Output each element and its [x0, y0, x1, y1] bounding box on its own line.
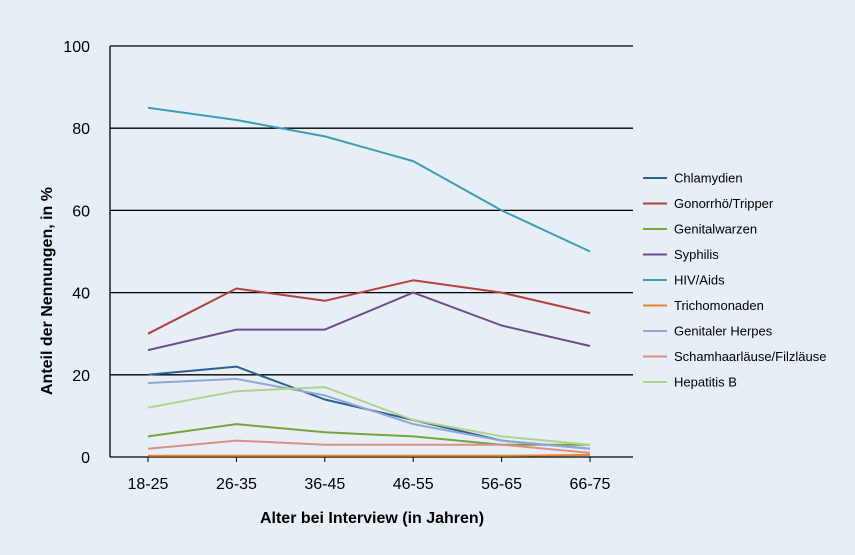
series-line-trichomonaden — [148, 453, 591, 457]
legend-item: Syphilis — [643, 247, 719, 262]
y-axis-title: Anteil der Nennungen, in % — [39, 187, 56, 395]
series-line-hiv-aids — [147, 106, 591, 253]
series-lines — [147, 106, 591, 457]
y-axis-ticks: 0 20 40 60 80 100 — [63, 39, 90, 467]
legend-item: Gonorrhö/Tripper — [643, 196, 774, 211]
legend-item: HIV/Aids — [643, 273, 725, 288]
legend-label: HIV/Aids — [674, 273, 725, 288]
y-tick-label: 40 — [72, 286, 90, 303]
series-line-hepatitis-b — [147, 386, 591, 446]
legend-label: Chlamydien — [674, 171, 743, 186]
y-tick-label: 100 — [63, 39, 90, 56]
y-tick-label: 0 — [81, 450, 90, 467]
legend-item: Genitaler Herpes — [643, 324, 773, 339]
legend-label: Schamhaarläuse/Filzläuse — [674, 349, 826, 364]
legend-item: Chlamydien — [643, 171, 743, 186]
x-tick-label: 56-65 — [481, 476, 522, 493]
legend-label: Syphilis — [674, 247, 719, 262]
x-tick-label: 26-35 — [216, 476, 257, 493]
series-line-genitaler-herpes — [147, 377, 591, 450]
legend-item: Hepatitis B — [643, 375, 737, 390]
legend-item: Schamhaarläuse/Filzläuse — [643, 349, 826, 364]
legend: Chlamydien Gonorrhö/Tripper Genitalwarzen S… — [643, 171, 826, 390]
legend-item: Trichomonaden — [643, 298, 764, 313]
legend-label: Genitaler Herpes — [674, 324, 773, 339]
series-line-schamhaarl-use-filzl-use — [147, 439, 591, 454]
series-line-genitalwarzen — [147, 423, 590, 446]
legend-item: Genitalwarzen — [643, 222, 757, 237]
legend-label: Gonorrhö/Tripper — [674, 196, 774, 211]
y-tick-label: 80 — [72, 121, 90, 138]
x-axis-ticks: 18-25 26-35 36-45 46-55 56-65 66-75 — [128, 457, 611, 493]
y-tick-label: 20 — [72, 368, 90, 385]
x-tick-label: 18-25 — [128, 476, 169, 493]
legend-label: Hepatitis B — [674, 375, 737, 390]
legend-label: Genitalwarzen — [674, 222, 757, 237]
series-line-syphilis — [147, 291, 591, 352]
legend-label: Trichomonaden — [674, 298, 764, 313]
gridlines — [109, 45, 633, 458]
x-tick-label: 66-75 — [570, 476, 611, 493]
y-tick-label: 60 — [72, 203, 90, 220]
series-line-gonorrh-tripper — [147, 279, 591, 335]
x-tick-label: 46-55 — [393, 476, 434, 493]
x-axis-title: Alter bei Interview (in Jahren) — [260, 510, 484, 527]
x-tick-label: 36-45 — [304, 476, 345, 493]
